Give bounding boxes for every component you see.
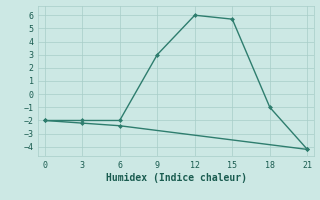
X-axis label: Humidex (Indice chaleur): Humidex (Indice chaleur) — [106, 173, 246, 183]
